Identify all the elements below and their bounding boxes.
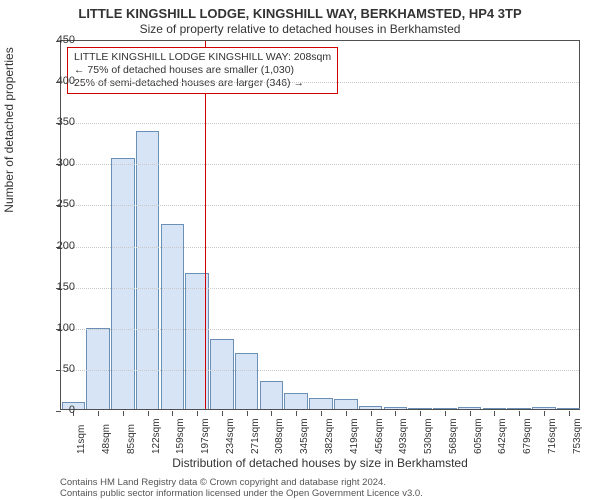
xtick-mark: [321, 411, 322, 416]
xtick-label: 85sqm: [126, 424, 137, 454]
xtick-label: 456sqm: [374, 418, 385, 454]
xtick-mark: [271, 411, 272, 416]
xtick-label: 605sqm: [473, 418, 484, 454]
plot-area: LITTLE KINGSHILL LODGE KINGSHILL WAY: 20…: [60, 40, 580, 410]
xtick-label: 530sqm: [423, 418, 434, 454]
xtick-mark: [445, 411, 446, 416]
ytick-label: 300: [35, 157, 75, 169]
xtick-label: 11sqm: [76, 425, 87, 454]
xtick-mark: [569, 411, 570, 416]
gridline-h: [61, 164, 579, 165]
xtick-mark: [98, 411, 99, 416]
ytick-label: 400: [35, 75, 75, 87]
xtick-label: 679sqm: [522, 418, 533, 454]
gridline-h: [61, 205, 579, 206]
xtick-mark: [544, 411, 545, 416]
xtick-label: 48sqm: [101, 424, 112, 454]
histogram-bar: [235, 353, 259, 409]
xtick-label: 753sqm: [572, 418, 583, 454]
xtick-label: 345sqm: [299, 418, 310, 454]
histogram-bar: [532, 407, 556, 409]
histogram-bar: [210, 339, 234, 409]
histogram-bar: [111, 158, 135, 409]
xtick-label: 568sqm: [448, 418, 459, 454]
ytick-label: 50: [35, 363, 75, 375]
credit-line-1: Contains HM Land Registry data © Crown c…: [60, 477, 386, 488]
reference-line: [205, 41, 206, 409]
gridline-h: [61, 288, 579, 289]
xtick-label: 493sqm: [398, 418, 409, 454]
xtick-mark: [519, 411, 520, 416]
histogram-bar: [86, 328, 110, 409]
histogram-bar: [557, 408, 581, 409]
histogram-bar: [408, 408, 432, 409]
credit-line-2: Contains public sector information licen…: [60, 488, 423, 499]
chart-subtitle: Size of property relative to detached ho…: [0, 22, 600, 36]
annotation-line: ← 75% of detached houses are smaller (1,…: [74, 64, 331, 77]
xtick-label: 716sqm: [547, 418, 558, 454]
xtick-mark: [247, 411, 248, 416]
histogram-bar: [433, 408, 457, 409]
xtick-label: 234sqm: [225, 418, 236, 454]
xtick-mark: [346, 411, 347, 416]
gridline-h: [61, 247, 579, 248]
gridline-h: [61, 329, 579, 330]
histogram-bar: [161, 224, 185, 409]
xtick-mark: [296, 411, 297, 416]
histogram-bar: [260, 381, 284, 409]
xtick-label: 197sqm: [200, 418, 211, 454]
gridline-h: [61, 82, 579, 83]
histogram-bar: [384, 407, 408, 409]
xtick-mark: [222, 411, 223, 416]
xtick-label: 382sqm: [324, 418, 335, 454]
ytick-label: 100: [35, 322, 75, 334]
bars-layer: [61, 41, 579, 409]
histogram-bar: [284, 393, 308, 409]
xtick-label: 642sqm: [497, 418, 508, 454]
xtick-label: 122sqm: [151, 418, 162, 454]
xtick-label: 159sqm: [175, 418, 186, 454]
ytick-label: 350: [35, 116, 75, 128]
xtick-mark: [420, 411, 421, 416]
annotation-line: LITTLE KINGSHILL LODGE KINGSHILL WAY: 20…: [74, 51, 331, 64]
xtick-mark: [395, 411, 396, 416]
xtick-mark: [172, 411, 173, 416]
ytick-label: 200: [35, 240, 75, 252]
xtick-label: 419sqm: [349, 418, 360, 454]
chart-frame: LITTLE KINGSHILL LODGE, KINGSHILL WAY, B…: [0, 0, 600, 500]
gridline-h: [61, 370, 579, 371]
xtick-label: 308sqm: [274, 418, 285, 454]
xtick-mark: [470, 411, 471, 416]
xtick-mark: [148, 411, 149, 416]
histogram-bar: [507, 408, 531, 409]
ytick-label: 0: [35, 404, 75, 416]
gridline-h: [61, 123, 579, 124]
ytick-label: 250: [35, 198, 75, 210]
histogram-bar: [359, 406, 383, 409]
ytick-label: 450: [35, 34, 75, 46]
xtick-mark: [494, 411, 495, 416]
y-axis-label: Number of detached properties: [2, 20, 16, 240]
histogram-bar: [483, 408, 507, 409]
annotation-line: 25% of semi-detached houses are larger (…: [74, 77, 331, 90]
xtick-mark: [123, 411, 124, 416]
x-axis-label: Distribution of detached houses by size …: [60, 456, 580, 470]
xtick-label: 271sqm: [250, 418, 261, 454]
ytick-label: 150: [35, 281, 75, 293]
histogram-bar: [136, 131, 160, 409]
reference-annotation: LITTLE KINGSHILL LODGE KINGSHILL WAY: 20…: [67, 47, 338, 94]
histogram-bar: [309, 398, 333, 409]
histogram-bar: [334, 399, 358, 409]
chart-title: LITTLE KINGSHILL LODGE, KINGSHILL WAY, B…: [0, 6, 600, 21]
xtick-mark: [371, 411, 372, 416]
xtick-mark: [197, 411, 198, 416]
histogram-bar: [458, 407, 482, 409]
